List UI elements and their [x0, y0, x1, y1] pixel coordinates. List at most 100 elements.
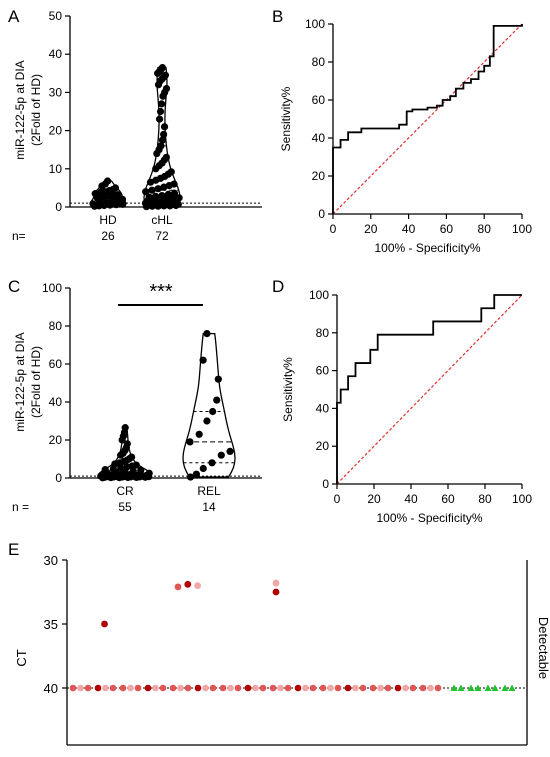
panel-c-data-point [186, 473, 195, 481]
panel-e-baseline-point [244, 684, 252, 692]
panel-c-ytick-label: 40 [49, 395, 63, 409]
panel-e-baseline-point [302, 684, 309, 692]
panel-e-baseline-point [394, 684, 402, 692]
panel-a-data-point [148, 186, 156, 194]
panel-b-ytick-label: 100 [305, 17, 325, 31]
panel-e-baseline-point [294, 684, 302, 692]
panel-a-data-point [170, 180, 178, 188]
panel-a-data-point [114, 191, 122, 199]
panel-b-ytick-label: 20 [312, 169, 326, 183]
panel-c-ytick-label: 100 [42, 281, 62, 295]
panel-b-xtick-label: 60 [440, 222, 454, 236]
panel-b-xtick-label: 20 [364, 222, 378, 236]
panel-e-baseline-point [202, 684, 209, 692]
panel-e-baseline-point [259, 684, 267, 692]
panel-e-baseline-point [369, 684, 377, 692]
panel-a-data-point [145, 193, 153, 201]
panel-c-data-point [121, 424, 129, 432]
panel-a-data-point [160, 130, 168, 139]
panel-e-triangle-point [467, 684, 475, 691]
panel-c-n-value: 55 [118, 500, 132, 514]
panel-e-baseline-point [269, 684, 277, 692]
panel-e-triangle-point [457, 684, 465, 691]
panel-b-xtick-label: 40 [402, 222, 416, 236]
panel-a-data-point [157, 142, 165, 150]
panel-a-data-point [155, 115, 164, 123]
panel-a-data-point [108, 197, 116, 205]
panel-a-data-point [164, 190, 172, 198]
panel-e-triangle-point [450, 684, 458, 691]
panel-d-xtick-label: 100 [512, 492, 532, 506]
panel-d-xtick-label: 0 [334, 492, 341, 506]
panel-a-data-point [162, 84, 171, 93]
panel-b-chart: 0 20 40 60 80 100 0 20 40 60 80 100 100% - Specifici… [279, 17, 532, 255]
panel-e-triangle-point [501, 684, 509, 691]
panel-label-c: C [8, 277, 20, 296]
panel-c-data-point [199, 464, 207, 473]
panel-a-data-point [111, 184, 120, 192]
panel-e-baseline-point [327, 684, 334, 692]
panel-a-data-point [175, 194, 183, 202]
panel-c-data-point [195, 430, 203, 438]
panel-b-ytick-label: 40 [312, 131, 326, 145]
panel-a-data-point [118, 195, 127, 203]
panel-e-baseline-point [184, 684, 192, 692]
panel-a-ytick-label: 0 [55, 200, 62, 214]
panel-e-data-point [184, 580, 192, 588]
panel-c-ytick-label: 80 [49, 319, 63, 333]
panel-a-chart: miR-122-5p at DIA (2Fold of HD) 0 10 20 30 4… [12, 9, 262, 243]
panel-e-baseline-point [219, 684, 227, 692]
panel-b-xlabel: 100% - Specificity% [374, 241, 480, 255]
panel-c-data-point [217, 451, 225, 459]
panel-c-ylabel-line2: (2Fold of HD) [29, 346, 43, 418]
panel-c-data-point [192, 470, 200, 478]
panel-d-xtick-label: 40 [404, 492, 418, 506]
panel-a-n-value: 26 [101, 229, 115, 243]
panel-label-a: A [8, 7, 20, 26]
panel-a-data-point [160, 123, 169, 131]
panel-c-category-label: CR [116, 484, 134, 498]
panel-a-data-point [158, 136, 167, 144]
panel-e-baseline-point [252, 684, 259, 692]
panel-a-category-label: cHL [151, 213, 173, 227]
panel-c-data-point [203, 330, 211, 338]
panel-b-ylabel: Sensitivity% [279, 86, 293, 151]
panel-d-xtick-label: 20 [367, 492, 381, 506]
panel-a-data-point [154, 185, 162, 193]
panel-b-roc-curve [332, 24, 523, 214]
panel-e-right-label: Detectable [536, 617, 550, 679]
panel-c-data-point [208, 459, 216, 467]
panel-a-data-point [158, 63, 167, 72]
panel-e-data-point [174, 583, 182, 591]
panel-a-data-point [89, 200, 97, 208]
panel-e-baseline-point [277, 684, 284, 692]
panel-a-data-point [152, 192, 160, 200]
panel-a-ylabel-line2: (2Fold of HD) [29, 74, 43, 146]
panel-c-data-point [203, 417, 211, 425]
panel-e-baseline-point [309, 684, 317, 692]
panel-a-data-point [156, 107, 165, 116]
panel-d-ytick-label: 80 [316, 326, 330, 340]
panel-d-xtick-label: 60 [441, 492, 455, 506]
panel-e-baseline-point [234, 684, 242, 692]
panel-e-baseline-point [134, 684, 142, 692]
panel-e-data-point [101, 620, 108, 628]
panel-e-baseline-point [159, 684, 167, 692]
panel-b-ytick-label: 80 [312, 55, 326, 69]
panel-a-data-point [162, 153, 170, 161]
significance-stars: *** [149, 281, 173, 303]
panel-a-data-point [161, 71, 169, 79]
panel-e-data-point [194, 582, 202, 589]
panel-e-baseline-point [194, 684, 202, 692]
panel-e-baseline-point [334, 684, 342, 692]
panel-a-ytick-label: 20 [49, 124, 63, 138]
panel-d-ytick-label: 60 [316, 364, 330, 378]
panel-e-baseline-point [319, 684, 327, 692]
panel-c-data-point [123, 440, 131, 448]
panel-e-baseline-point [409, 684, 417, 692]
panel-a-data-point [157, 100, 166, 108]
panel-e-ylabel: CT [14, 649, 29, 666]
panel-e-baseline-point [169, 684, 177, 692]
panel-e-baseline-point [77, 684, 84, 692]
